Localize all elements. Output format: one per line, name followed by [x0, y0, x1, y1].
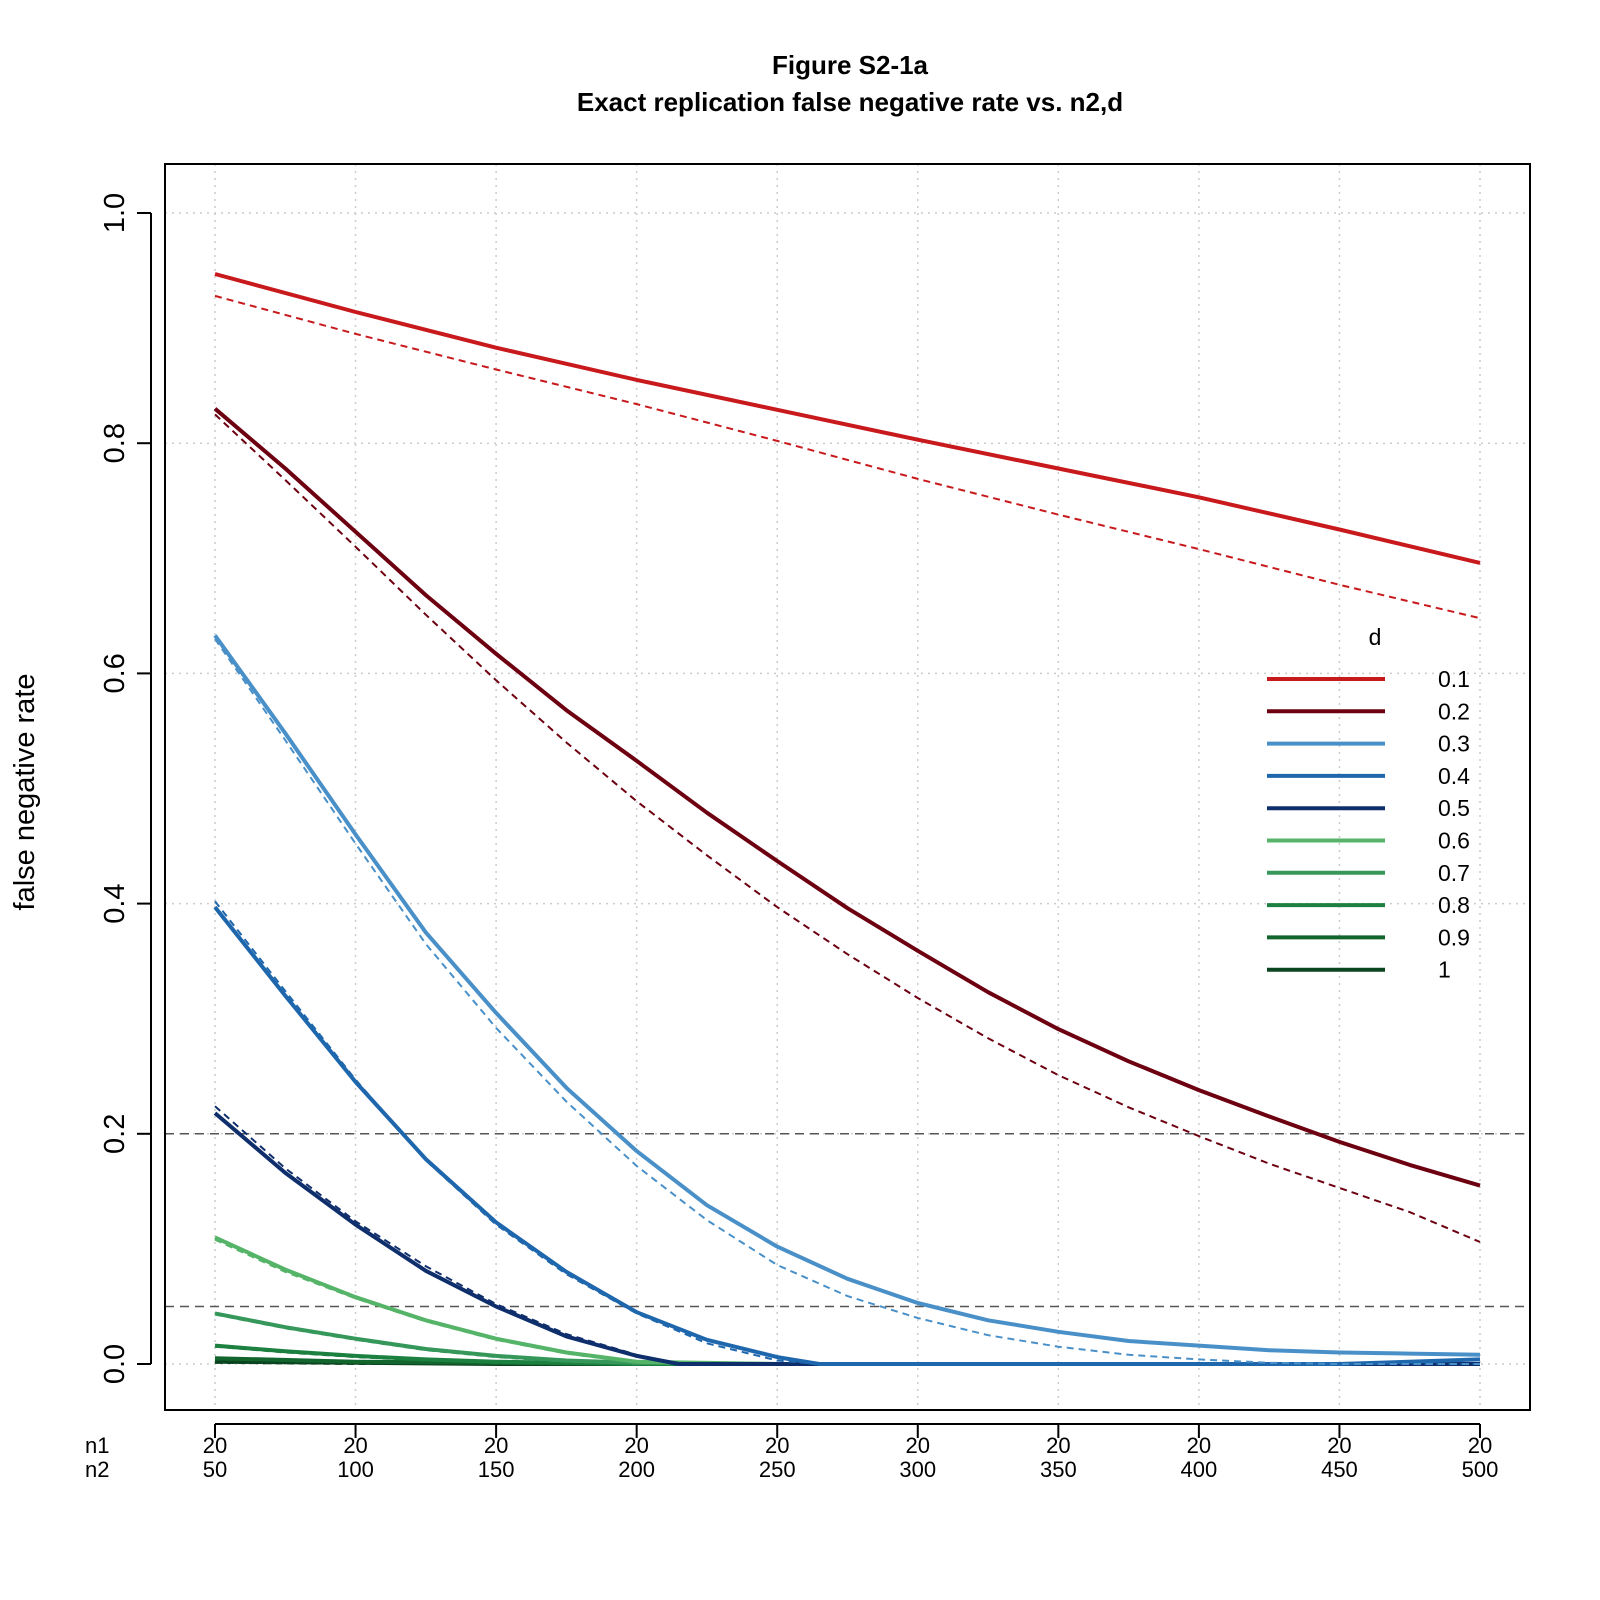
legend-label-6: 0.7 [1438, 860, 1470, 886]
legend: d 0.1 0.2 0.3 0.4 0.5 0.6 0.7 0.8 0.9 1 [1267, 624, 1470, 983]
series-dashed-4 [215, 1106, 1480, 1364]
x-tick-n2-6: 350 [1040, 1457, 1077, 1482]
x-row-label-n1: n1 [85, 1433, 109, 1458]
chart-title: Figure S2-1a [772, 50, 929, 80]
y-tick-label-3: 0.6 [99, 653, 131, 693]
x-tick-n2-1: 100 [337, 1457, 374, 1482]
legend-label-0: 0.1 [1438, 666, 1470, 692]
x-tick-n1-9: 20 [1468, 1433, 1492, 1458]
legend-label-9: 1 [1438, 957, 1451, 983]
x-tick-n1-5: 20 [906, 1433, 930, 1458]
x-tick-n1-0: 20 [203, 1433, 227, 1458]
legend-label-3: 0.4 [1438, 763, 1470, 789]
y-tick-label-0: 0.0 [99, 1344, 131, 1384]
series-line-0 [215, 274, 1480, 563]
legend-title: d [1369, 624, 1382, 650]
x-row-label-n2: n2 [85, 1457, 109, 1482]
x-tick-n2-7: 400 [1181, 1457, 1218, 1482]
y-tick-label-1: 0.2 [99, 1114, 131, 1154]
x-tick-n2-5: 300 [899, 1457, 936, 1482]
x-tick-n1-3: 20 [624, 1433, 648, 1458]
x-tick-n2-3: 200 [618, 1457, 655, 1482]
legend-label-7: 0.8 [1438, 892, 1470, 918]
legend-label-4: 0.5 [1438, 795, 1470, 821]
y-tick-label-4: 0.8 [99, 423, 131, 463]
x-tick-n1-2: 20 [484, 1433, 508, 1458]
x-tick-n1-8: 20 [1327, 1433, 1351, 1458]
y-axis-label: false negative rate [9, 674, 41, 911]
x-tick-n2-2: 150 [478, 1457, 515, 1482]
x-tick-n1-4: 20 [765, 1433, 789, 1458]
series-dashed-1 [215, 414, 1480, 1242]
legend-label-8: 0.9 [1438, 924, 1470, 950]
plot-frame [165, 164, 1530, 1410]
x-tick-n1-6: 20 [1046, 1433, 1070, 1458]
legend-label-5: 0.6 [1438, 828, 1470, 854]
chart-subtitle: Exact replication false negative rate vs… [577, 87, 1123, 117]
series-lines [215, 274, 1480, 1364]
y-axis: 0.0 0.2 0.4 0.6 0.8 1.0 [99, 193, 151, 1384]
grid [165, 164, 1530, 1410]
legend-label-1: 0.2 [1438, 698, 1470, 724]
x-tick-n2-8: 450 [1321, 1457, 1358, 1482]
y-tick-label-2: 0.4 [99, 883, 131, 923]
x-tick-n2-4: 250 [759, 1457, 796, 1482]
x-tick-n1-1: 20 [343, 1433, 367, 1458]
legend-label-2: 0.3 [1438, 731, 1470, 757]
series-line-1 [215, 409, 1480, 1186]
series-dashed-0 [215, 296, 1480, 618]
y-tick-label-5: 1.0 [99, 193, 131, 233]
series-line-4 [215, 1113, 1480, 1364]
x-tick-n2-9: 500 [1462, 1457, 1499, 1482]
x-axis: 2050201002015020200202502030020350204002… [203, 1424, 1499, 1482]
x-tick-n2-0: 50 [203, 1457, 227, 1482]
x-tick-n1-7: 20 [1187, 1433, 1211, 1458]
